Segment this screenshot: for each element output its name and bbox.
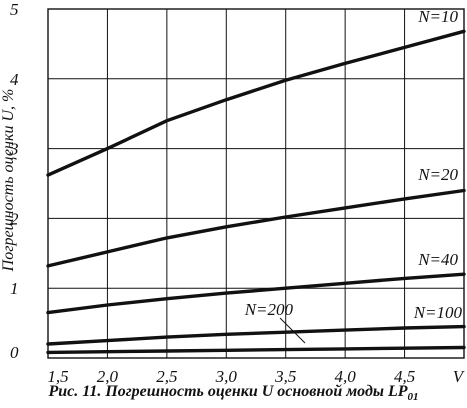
series-line xyxy=(46,324,466,346)
x-tick-label: 3,5 xyxy=(274,367,296,386)
series-group xyxy=(46,29,466,355)
series-label: N=100 xyxy=(413,303,463,322)
y-tick-labels: 0 1 2 3 4 5 xyxy=(9,0,19,362)
caption-subscript: 01 xyxy=(407,391,419,404)
x-axis-title: V xyxy=(453,367,466,386)
x-tick-label: 2,0 xyxy=(97,367,119,386)
series-line xyxy=(46,345,466,355)
series-line xyxy=(46,29,466,177)
series-label: N=40 xyxy=(417,250,458,269)
y-tick-label: 2 xyxy=(10,209,19,228)
y-axis-title: Погрешность оценки U, % xyxy=(0,89,17,273)
series-label: N=10 xyxy=(417,7,458,26)
grid xyxy=(48,9,464,358)
series-label: N=20 xyxy=(417,165,458,184)
y-tick-label: 5 xyxy=(10,0,19,19)
plot-frame xyxy=(47,8,465,359)
x-tick-label: 4,0 xyxy=(335,367,357,386)
label-leaders xyxy=(279,317,306,344)
x-tick-label: 3,0 xyxy=(215,367,238,386)
x-tick-label: 4,5 xyxy=(394,367,415,386)
series-label: N=200 xyxy=(244,300,294,319)
series-line xyxy=(46,188,466,268)
x-tick-label: 2,5 xyxy=(156,367,177,386)
leader-line xyxy=(279,317,306,344)
series-labels: N=10 N=20 N=40 N=100 N=200 xyxy=(244,7,463,322)
y-tick-label: 3 xyxy=(9,140,19,159)
x-tick-labels: 1,5 2,0 2,5 3,0 3,5 4,0 4,5 xyxy=(47,367,415,386)
series-line xyxy=(46,272,466,315)
caption-text: Рис. 11. Погрешность оценки U основной м… xyxy=(48,383,408,400)
y-tick-label: 4 xyxy=(10,70,19,89)
y-tick-label: 0 xyxy=(10,343,19,362)
x-tick-label: 1,5 xyxy=(47,367,68,386)
figure-caption: Рис. 11. Погрешность оценки U основной м… xyxy=(0,383,467,403)
y-tick-label: 1 xyxy=(10,279,19,298)
